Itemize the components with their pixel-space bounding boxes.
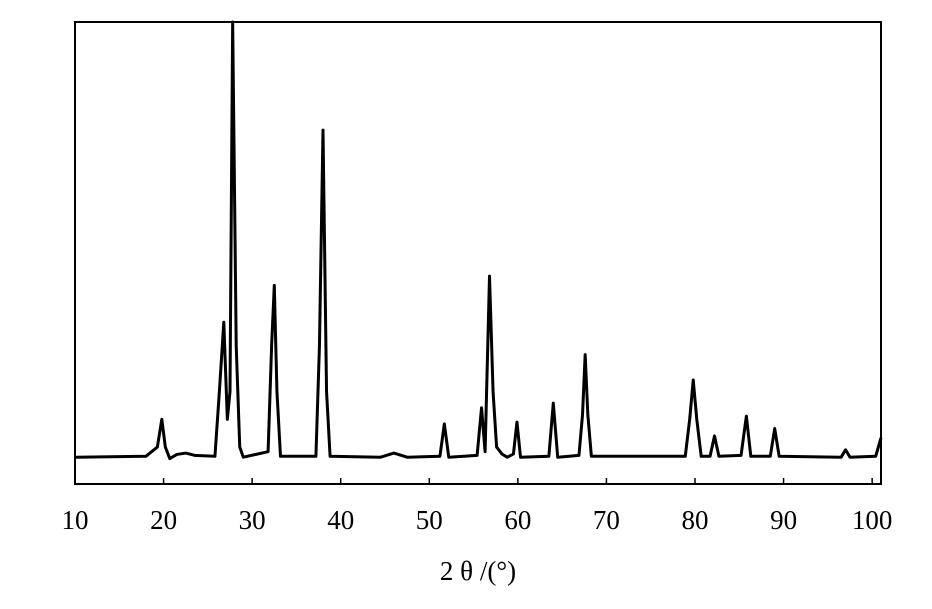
- plot-frame: [74, 21, 882, 485]
- x-tick-label: 90: [770, 505, 797, 535]
- xrd-line: [74, 20, 883, 461]
- x-axis-label: 2 θ /(°): [440, 556, 516, 586]
- x-tick-label: 20: [150, 505, 177, 535]
- x-tick-label: 50: [416, 505, 443, 535]
- x-tick-label: 40: [327, 505, 354, 535]
- x-tick-label: 80: [682, 505, 709, 535]
- x-tick-label: 10: [62, 505, 89, 535]
- x-tick-label: 60: [504, 505, 531, 535]
- x-tick-label: 30: [239, 505, 266, 535]
- x-tick-label: 70: [593, 505, 620, 535]
- x-tick-label: 100: [852, 505, 893, 535]
